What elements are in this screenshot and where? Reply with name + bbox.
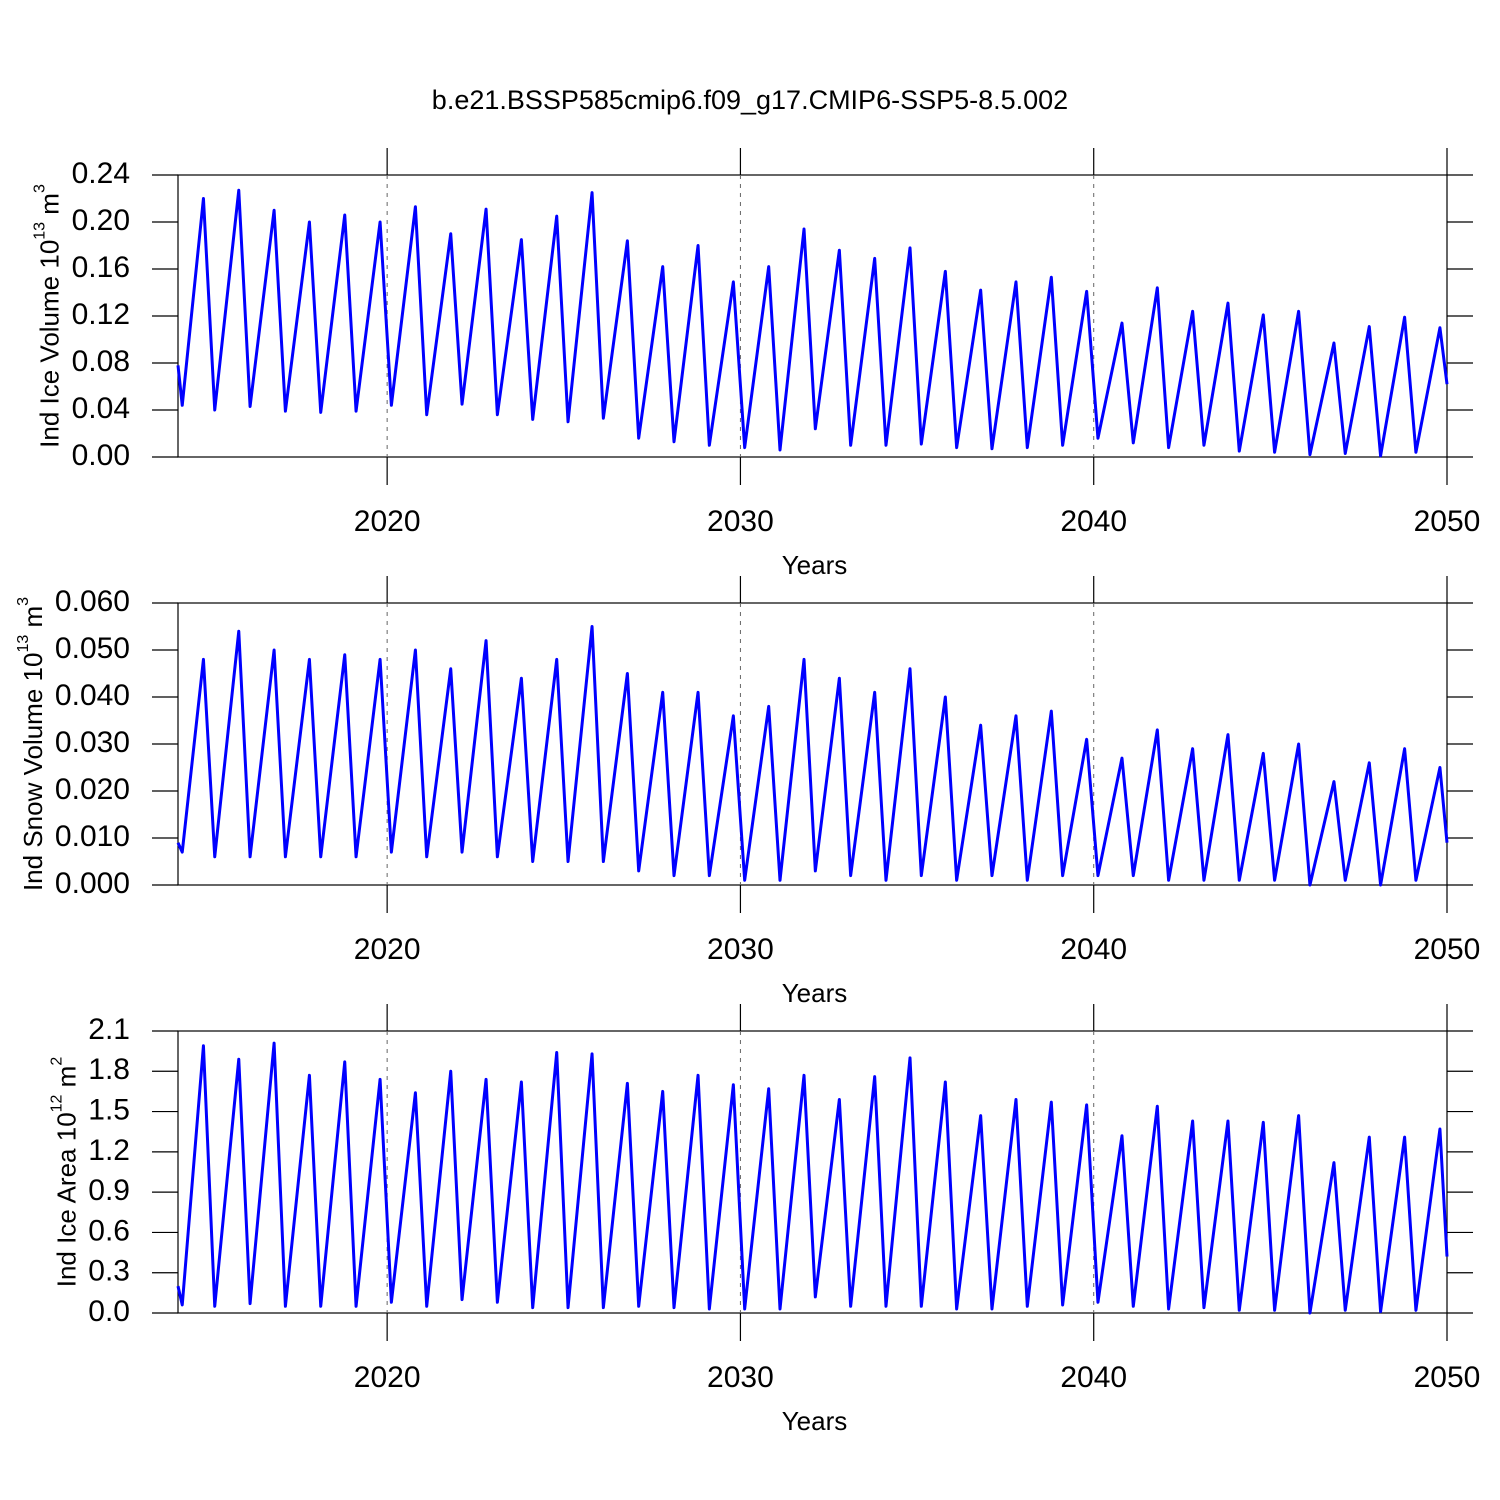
x-tick-label: 2030 <box>707 933 774 966</box>
y-tick-label: 1.8 <box>88 1053 130 1086</box>
y-tick-label: 0.050 <box>55 632 130 665</box>
y-tick-label: 2.1 <box>88 1013 130 1046</box>
y-tick-label: 0.010 <box>55 820 130 853</box>
x-tick-label: 2050 <box>1414 1361 1481 1394</box>
y-tick-label: 0.12 <box>72 298 130 331</box>
y-axis-label-part: m <box>51 1066 81 1095</box>
x-tick-label: 2050 <box>1414 933 1481 966</box>
y-tick-label: 1.5 <box>88 1093 130 1126</box>
y-tick-label: 0.16 <box>72 251 130 284</box>
y-tick-label: 0.040 <box>55 679 130 712</box>
panel: 0.0 0.3 0.6 0.9 1.2 1.5 1.8 2.1 2020 2030 2040 2050… <box>49 1004 1481 1436</box>
y-axis-label-exponent: 3 <box>32 184 49 193</box>
y-axis-label-part: Ind Snow Volume 10 <box>18 653 48 892</box>
data-line <box>176 1041 1449 1315</box>
x-tick-label: 2020 <box>354 505 421 538</box>
y-axis-label-exponent: 12 <box>49 1094 66 1112</box>
y-axis-label-exponent: 13 <box>32 222 49 240</box>
y-tick-label: 0.020 <box>55 773 130 806</box>
panel: 0.00 0.04 0.08 0.12 0.16 0.20 0.24 2020 2030 2040… <box>32 148 1481 580</box>
y-axis-label-part: Ind Ice Area 10 <box>51 1112 81 1287</box>
x-axis-label: Years <box>782 978 848 1008</box>
y-axis-label-part: m <box>34 193 64 222</box>
y-tick-label: 0.08 <box>72 345 130 378</box>
y-tick-label: 0.060 <box>55 585 130 618</box>
y-axis-label: Ind Ice Volume 1013 m3 <box>32 184 65 448</box>
data-line <box>176 625 1449 887</box>
y-axis-label-part: Ind Ice Volume 10 <box>34 240 64 448</box>
x-tick-label: 2020 <box>354 933 421 966</box>
x-tick-label: 2040 <box>1060 1361 1127 1394</box>
x-axis-label: Years <box>782 1406 848 1436</box>
y-tick-label: 0.3 <box>88 1255 130 1288</box>
x-tick-label: 2030 <box>707 505 774 538</box>
y-tick-label: 0.6 <box>88 1214 130 1247</box>
y-axis-label: Ind Ice Area 1012 m2 <box>49 1057 82 1288</box>
data-line <box>176 188 1449 458</box>
y-axis-label-exponent: 2 <box>49 1057 66 1066</box>
y-tick-label: 0.04 <box>72 392 130 425</box>
y-axis-label-exponent: 3 <box>15 597 32 606</box>
y-tick-label: 0.24 <box>72 157 130 190</box>
x-tick-label: 2020 <box>354 1361 421 1394</box>
y-tick-label: 1.2 <box>88 1134 130 1167</box>
y-tick-label: 0.030 <box>55 726 130 759</box>
plot-frame <box>177 1030 1448 1314</box>
y-tick-label: 0.0 <box>88 1295 130 1328</box>
y-axis-label: Ind Snow Volume 1013 m3 <box>15 597 48 891</box>
x-tick-label: 2030 <box>707 1361 774 1394</box>
chart-title: b.e21.BSSP585cmip6.f09_g17.CMIP6-SSP5-8.… <box>432 85 1068 115</box>
y-tick-label: 0.000 <box>55 867 130 900</box>
y-tick-label: 0.9 <box>88 1174 130 1207</box>
x-tick-label: 2040 <box>1060 505 1127 538</box>
x-tick-label: 2050 <box>1414 505 1481 538</box>
panel: 0.000 0.010 0.020 0.030 0.040 0.050 0.060 2020 2… <box>15 576 1480 1008</box>
x-axis-label: Years <box>782 550 848 580</box>
x-tick-label: 2040 <box>1060 933 1127 966</box>
y-axis-label-exponent: 13 <box>15 635 32 653</box>
y-tick-label: 0.20 <box>72 204 130 237</box>
y-tick-label: 0.00 <box>72 439 130 472</box>
y-axis-label-part: m <box>18 606 48 635</box>
